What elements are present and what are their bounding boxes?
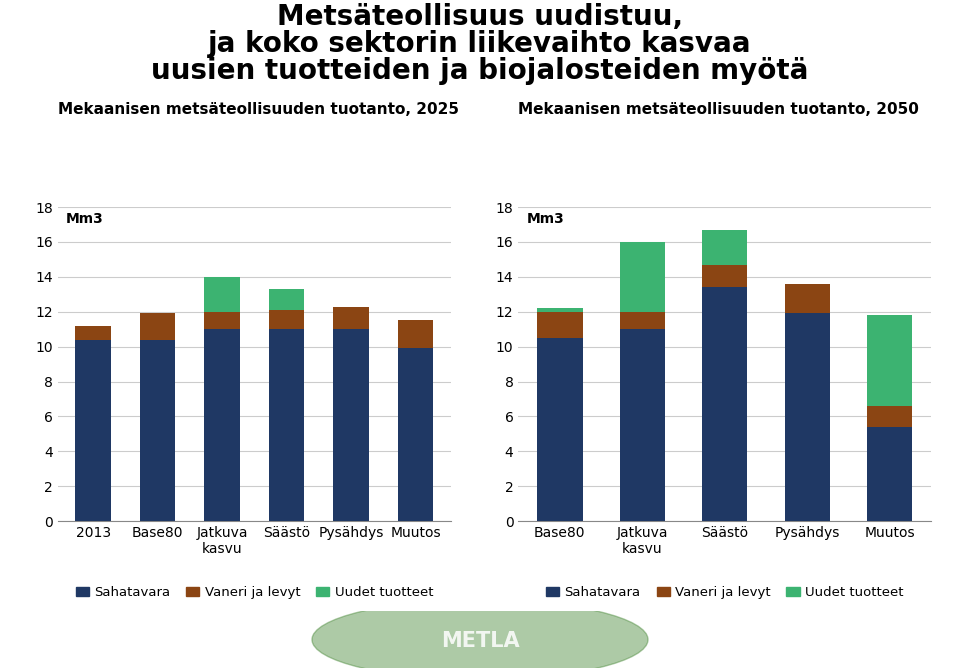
Text: Mm3: Mm3: [527, 212, 564, 226]
Bar: [702, 230, 748, 265]
Bar: [269, 329, 304, 521]
Legend: Sahatavara, Vaneri ja levyt, Uudet tuotteet: Sahatavara, Vaneri ja levyt, Uudet tuott…: [540, 581, 909, 605]
Text: METLA: METLA: [441, 631, 519, 651]
Bar: [269, 289, 304, 310]
Bar: [140, 313, 176, 339]
Bar: [538, 308, 583, 312]
Legend: Sahatavara, Vaneri ja levyt, Uudet tuotteet: Sahatavara, Vaneri ja levyt, Uudet tuott…: [70, 581, 439, 605]
Bar: [867, 406, 912, 427]
Text: Mekaanisen metsäteollisuuden tuotanto, 2025: Mekaanisen metsäteollisuuden tuotanto, 2…: [58, 102, 459, 117]
Bar: [204, 312, 240, 329]
Text: Mm3: Mm3: [65, 212, 104, 226]
Bar: [619, 242, 665, 312]
Bar: [867, 427, 912, 521]
Bar: [333, 329, 369, 521]
Bar: [867, 315, 912, 406]
Bar: [702, 287, 748, 521]
Bar: [397, 321, 433, 349]
Bar: [784, 313, 830, 521]
Bar: [538, 312, 583, 338]
Bar: [702, 265, 748, 287]
Bar: [784, 284, 830, 313]
Bar: [204, 277, 240, 312]
Bar: [76, 326, 111, 339]
Bar: [333, 307, 369, 329]
Bar: [204, 329, 240, 521]
Bar: [619, 312, 665, 329]
Bar: [140, 339, 176, 521]
Text: uusien tuotteiden ja biojalosteiden myötä: uusien tuotteiden ja biojalosteiden myöt…: [152, 57, 808, 85]
Text: Metsäteollisuus uudistuu,: Metsäteollisuus uudistuu,: [276, 3, 684, 31]
Ellipse shape: [312, 600, 648, 668]
Bar: [269, 310, 304, 329]
Bar: [76, 339, 111, 521]
Text: Mekaanisen metsäteollisuuden tuotanto, 2050: Mekaanisen metsäteollisuuden tuotanto, 2…: [518, 102, 920, 117]
Bar: [538, 338, 583, 521]
Bar: [397, 349, 433, 521]
Bar: [619, 329, 665, 521]
Text: ja koko sektorin liikevaihto kasvaa: ja koko sektorin liikevaihto kasvaa: [208, 30, 752, 58]
